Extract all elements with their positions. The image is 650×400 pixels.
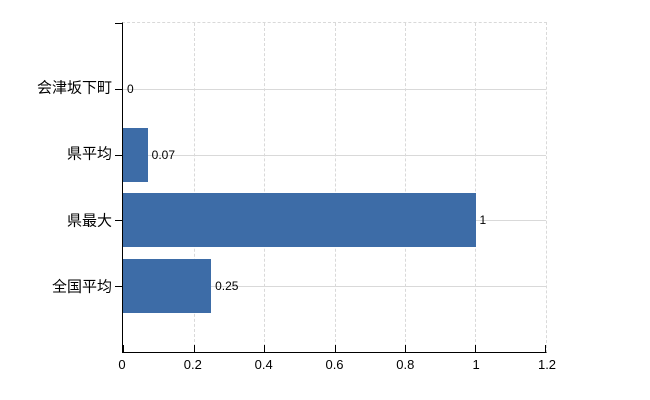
bar-value-label: 1 bbox=[479, 213, 487, 228]
gridline-vertical bbox=[263, 23, 265, 352]
x-tick-label: 1.2 bbox=[537, 357, 557, 372]
gridline-vertical bbox=[193, 23, 195, 352]
bar-row: 0.07 bbox=[123, 127, 546, 182]
bar bbox=[123, 259, 212, 314]
x-axis-tick bbox=[123, 345, 124, 352]
gridline-vertical bbox=[405, 23, 406, 352]
bar-value-label: 0 bbox=[127, 81, 134, 96]
bar-value-label: 0.07 bbox=[151, 147, 176, 162]
x-tick-label: 0.6 bbox=[325, 357, 344, 372]
category-label: 全国平均 bbox=[51, 278, 112, 296]
y-axis-labels: 会津坂下町 県平均 県最大 全国平均 bbox=[0, 22, 112, 353]
y-axis-tick bbox=[115, 23, 122, 24]
x-axis-tick bbox=[475, 345, 477, 352]
y-axis-tick bbox=[115, 286, 122, 288]
x-tick-label: 1 bbox=[472, 357, 480, 372]
x-tick-label: 0.4 bbox=[254, 357, 273, 372]
y-axis-tick bbox=[115, 220, 122, 222]
gridline-vertical bbox=[334, 23, 336, 352]
category-label: 県平均 bbox=[66, 145, 112, 163]
gridline-horizontal bbox=[123, 286, 546, 288]
bar-row: 0.25 bbox=[123, 259, 546, 314]
y-axis-tick bbox=[115, 154, 122, 156]
x-axis-labels: 0 0.2 0.4 0.6 0.8 1 1.2 bbox=[118, 357, 556, 374]
bar bbox=[123, 127, 148, 182]
bar bbox=[123, 193, 476, 248]
x-axis-tick bbox=[405, 345, 406, 352]
gridline-vertical bbox=[475, 23, 477, 352]
y-axis-tick bbox=[115, 88, 122, 90]
x-axis-tick bbox=[545, 345, 546, 352]
x-tick-label: 0 bbox=[118, 357, 126, 372]
plot-area: 0 0.07 1 0.25 bbox=[115, 22, 547, 353]
category-label: 会津坂下町 bbox=[36, 79, 112, 97]
category-label: 県最大 bbox=[66, 212, 112, 230]
x-tick-label: 0.2 bbox=[183, 357, 202, 372]
bar-row: 0 bbox=[123, 62, 546, 116]
x-axis-tick bbox=[193, 345, 195, 352]
bar-value-label: 0.25 bbox=[215, 279, 239, 294]
bar-row: 1 bbox=[123, 193, 546, 248]
x-axis-tick bbox=[334, 345, 336, 352]
gridline-horizontal bbox=[123, 154, 546, 156]
x-axis-tick bbox=[263, 345, 265, 352]
x-tick-label: 0.8 bbox=[396, 357, 415, 372]
gridline-horizontal bbox=[123, 88, 546, 90]
